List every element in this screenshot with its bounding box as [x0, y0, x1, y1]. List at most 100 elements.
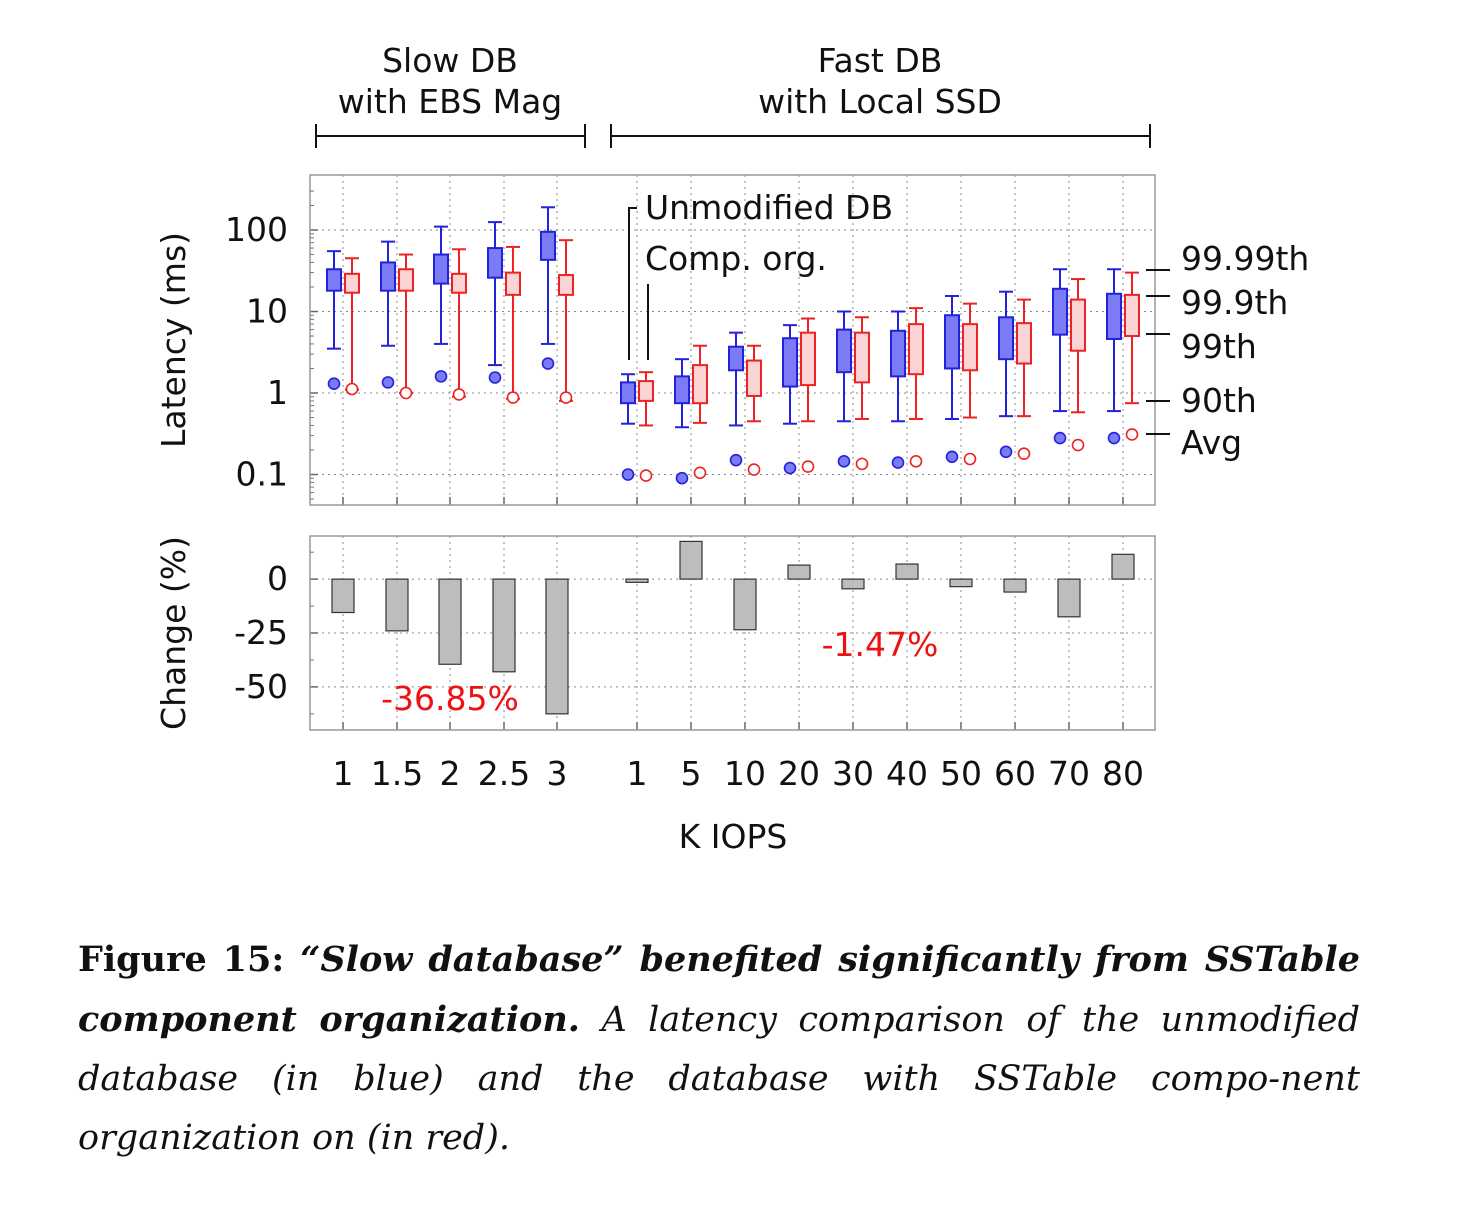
organized-box-7	[692, 344, 708, 480]
x-tick-label: 40	[886, 754, 928, 793]
organized-box-5	[558, 239, 574, 404]
x-tick-label: 1.5	[371, 754, 423, 793]
avg-marker	[945, 450, 959, 464]
organized-box-8	[746, 344, 762, 476]
legend-callouts: Unmodified DB Comp. org.	[628, 188, 893, 360]
box	[326, 268, 342, 292]
change-bar-1	[331, 578, 355, 614]
unmodified-box-9	[782, 324, 798, 475]
avg-marker	[639, 469, 653, 482]
change-plot-frame	[309, 535, 1156, 731]
x-axis-label: K IOPS	[679, 817, 788, 856]
avg-marker	[452, 388, 466, 401]
unmodified-box-8	[728, 331, 744, 467]
percentile-label-99.99: 99.99th	[1181, 239, 1309, 278]
avg-marker	[693, 466, 707, 480]
group-bracket-fast	[610, 124, 1151, 148]
unmodified-box-11	[890, 310, 906, 469]
change-bar-3	[438, 578, 462, 665]
change-y-axis-label: Change (%)	[154, 536, 193, 730]
organized-box-13	[1016, 298, 1032, 460]
x-tick-label: 80	[1102, 754, 1144, 793]
change-bar-7	[679, 540, 703, 580]
organized-box-14	[1070, 278, 1086, 452]
latency-minor-ticks	[310, 190, 314, 500]
box	[836, 328, 852, 374]
latency-boxes	[326, 206, 1140, 485]
caption-title: “Slow database” benefited significantly …	[78, 939, 1360, 1040]
x-tick-label: 2.5	[478, 754, 530, 793]
box	[1016, 322, 1032, 365]
box	[1124, 293, 1140, 338]
avg-marker	[1107, 431, 1121, 445]
box	[674, 375, 690, 405]
avg-marker	[837, 455, 851, 468]
organized-box-2	[398, 253, 414, 400]
unmodified-box-2	[380, 240, 396, 389]
box	[451, 272, 467, 294]
avg-marker	[1071, 438, 1085, 452]
x-tick-labels: 1 1.5 2 2.5 3 1 5 10 20 30 40 50 60 70 80	[333, 754, 1145, 793]
change-bar-12	[949, 578, 973, 588]
avg-marker	[999, 445, 1013, 459]
percentile-label-90: 90th	[1181, 381, 1257, 420]
avg-marker	[891, 456, 905, 469]
organized-box-10	[854, 316, 870, 471]
box	[854, 331, 870, 384]
x-tick-label: 2	[440, 754, 461, 793]
latency-y-tick-labels: 0.1 1 10 100	[225, 210, 288, 494]
box	[620, 381, 636, 405]
percentile-label-99.9: 99.9th	[1181, 283, 1288, 322]
legend-label-unmodified: Unmodified DB	[645, 188, 893, 227]
group-title-fast-line1: Fast DB	[818, 41, 943, 80]
avg-marker	[345, 382, 359, 396]
avg-marker	[963, 452, 977, 466]
box	[1052, 287, 1068, 336]
box	[1106, 292, 1122, 340]
x-tick-label: 1	[333, 754, 354, 793]
unmodified-box-14	[1052, 268, 1068, 445]
box	[540, 230, 556, 261]
change-y-tick: -25	[234, 613, 288, 652]
avg-marker	[506, 391, 520, 404]
box	[782, 337, 798, 388]
unmodified-box-1	[326, 250, 342, 391]
box	[998, 316, 1014, 361]
box	[908, 323, 924, 376]
avg-marker	[434, 370, 448, 383]
avg-marker	[1017, 447, 1031, 460]
change-bar-11	[895, 563, 919, 580]
change-bar-15	[1111, 553, 1135, 580]
latency-plot-frame	[309, 174, 1156, 506]
box	[944, 314, 960, 370]
box	[692, 364, 708, 405]
latency-y-axis-label: Latency (ms)	[154, 232, 193, 448]
organized-box-1	[344, 257, 360, 396]
change-bars	[331, 540, 1135, 715]
organized-box-11	[908, 307, 924, 468]
organized-box-4	[505, 245, 521, 404]
box	[638, 380, 654, 402]
x-tick-label: 70	[1048, 754, 1090, 793]
change-bar-5	[545, 578, 569, 715]
avg-marker	[621, 468, 635, 481]
box	[890, 329, 906, 378]
figure-15-chart: Slow DB with EBS Mag Fast DB with Local …	[154, 41, 1309, 856]
box	[800, 331, 816, 387]
organized-box-6	[638, 371, 654, 482]
change-bar-10	[841, 578, 865, 590]
organized-box-15	[1124, 271, 1140, 441]
box	[962, 323, 978, 372]
group-bracket-slow	[315, 124, 586, 148]
latency-y-tick: 0.1	[236, 455, 288, 494]
change-panel: 0 -25 -50 Change (%) -36.85% -1.47%	[154, 535, 1156, 731]
organized-box-12	[962, 302, 978, 466]
avg-marker	[747, 463, 761, 476]
avg-marker	[399, 386, 413, 400]
group-title-fast-line2: with Local SSD	[758, 82, 1002, 121]
latency-panel: 0.1 1 10 100 Latency (ms) Unmodified DB Com…	[154, 174, 1309, 506]
caption-figure-label: Figure 15:	[78, 939, 285, 980]
change-bar-13	[1003, 578, 1027, 593]
change-bar-6	[625, 578, 649, 583]
latency-y-tick: 10	[246, 292, 288, 331]
